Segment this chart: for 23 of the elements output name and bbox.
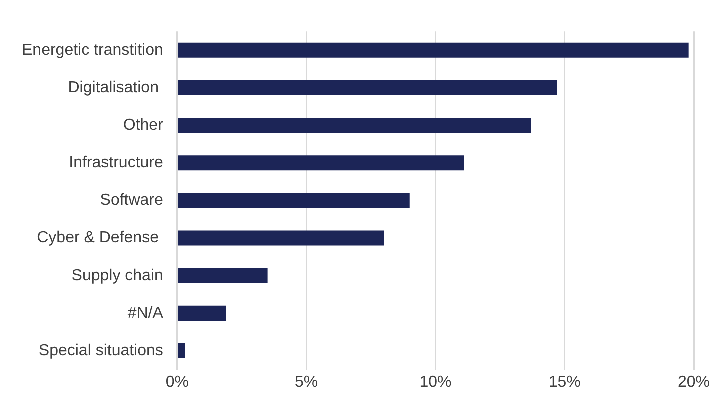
y-tick-label: #N/A [128, 304, 164, 322]
y-tick-label: Energetic transtition [22, 42, 164, 59]
bar [178, 80, 558, 96]
y-tick-label: Software [100, 192, 164, 210]
y-tick-label: Cyber & Defense [37, 230, 164, 247]
y-tick-label: Infrastructure [69, 154, 164, 172]
x-tick-label: 0% [166, 374, 189, 391]
x-tick-label: 20% [678, 374, 710, 391]
bar [178, 42, 689, 58]
bar [178, 193, 410, 208]
x-tick-label: 5% [294, 374, 318, 391]
x-tick-label: 15% [548, 374, 581, 391]
x-tick-label: 10% [420, 374, 452, 391]
y-tick-label: Special situations [38, 342, 164, 360]
bar [178, 306, 226, 321]
y-tick-label: Other [123, 116, 164, 134]
bar [178, 156, 464, 171]
bar [178, 118, 532, 134]
bar [178, 268, 268, 284]
bar [178, 343, 186, 359]
y-tick-label: Digitalisation [68, 79, 164, 96]
y-tick-label: Supply chain [72, 267, 164, 284]
bar [178, 230, 384, 246]
